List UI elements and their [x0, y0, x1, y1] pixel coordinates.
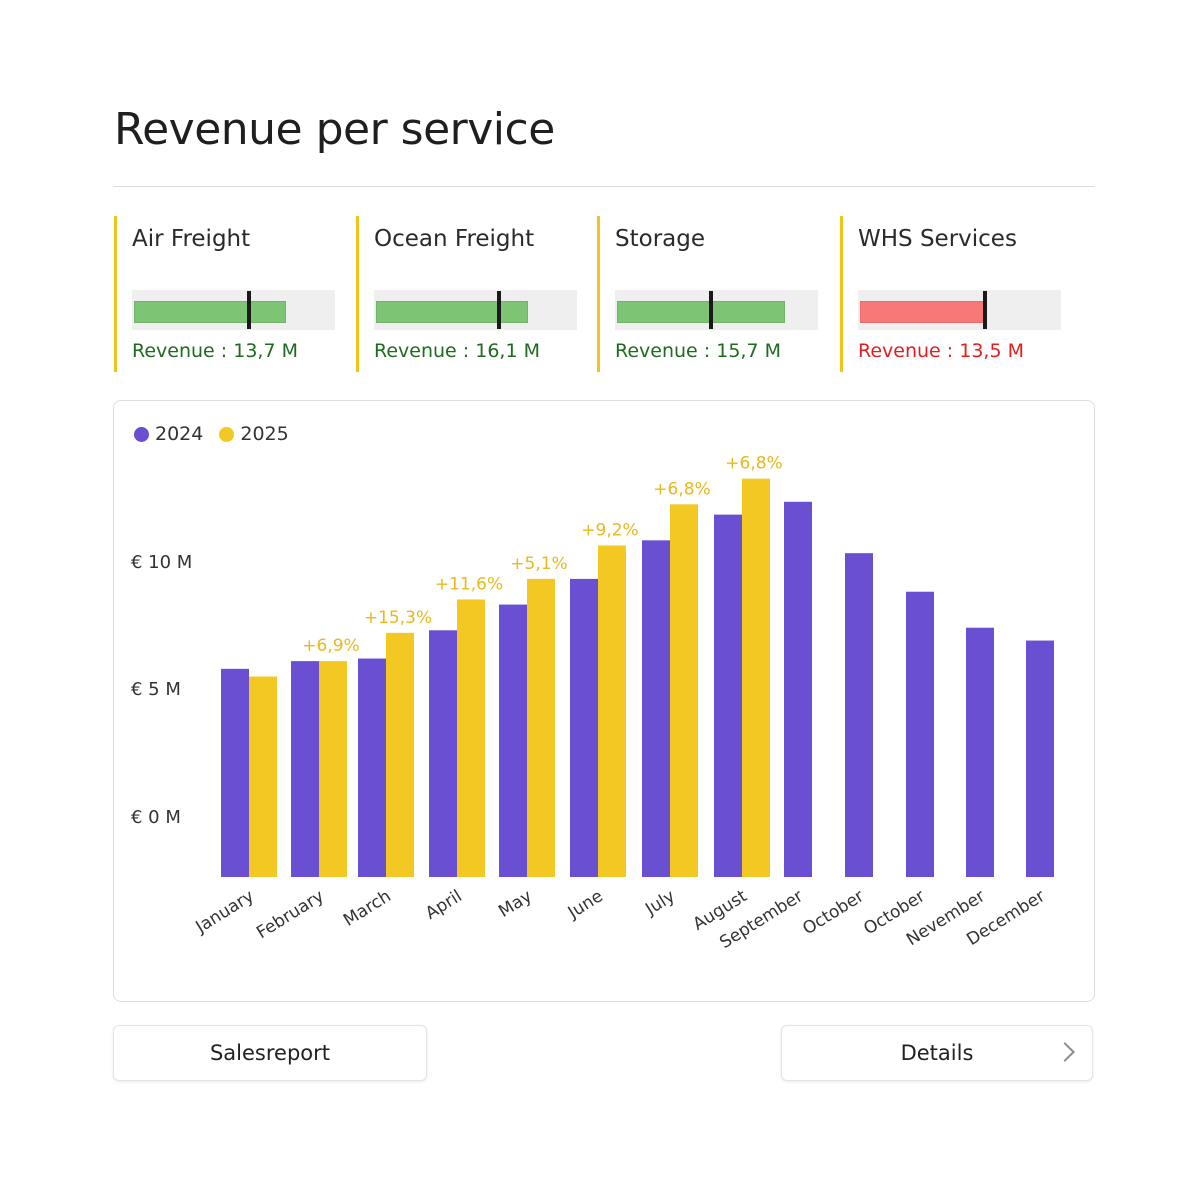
kpi-revenue-value: Revenue : 15,7 M [615, 340, 781, 362]
legend-item-2025[interactable]: 2025 [219, 423, 289, 445]
x-tick-label: January [192, 886, 258, 938]
chart-legend: 2024 2025 [134, 423, 305, 445]
growth-label: +9,2% [581, 520, 638, 540]
bar-2025[interactable] [249, 676, 277, 877]
kpi-target-marker [983, 291, 987, 329]
kpi-target-marker [497, 291, 501, 329]
x-tick-label: October [799, 886, 867, 939]
kpi-revenue-value: Revenue : 13,5 M [858, 340, 1024, 362]
growth-label: +6,9% [302, 636, 359, 656]
salesreport-button-label: Salesreport [209, 1041, 331, 1065]
legend-swatch [134, 426, 149, 442]
kpi-bullet-track [374, 290, 577, 330]
kpi-bullet-track [132, 290, 335, 330]
bar-2024[interactable] [966, 627, 994, 877]
kpi-progress-bar [376, 301, 528, 323]
kpi-name: Air Freight [132, 226, 251, 252]
kpi-revenue-value: Revenue : 16,1 M [374, 340, 540, 362]
bar-2024[interactable] [1026, 640, 1054, 877]
bar-2025[interactable] [742, 478, 770, 877]
details-button-label: Details [900, 1041, 974, 1065]
kpi-card-ocean-freight[interactable]: Ocean Freight Revenue : 16,1 M [356, 216, 585, 372]
kpi-bullet-track [858, 290, 1061, 330]
bar-2024[interactable] [221, 668, 249, 877]
bar-2025[interactable] [457, 599, 485, 877]
bar-2024[interactable] [642, 540, 670, 877]
bar-2024[interactable] [291, 661, 319, 877]
x-tick-label: April [422, 886, 466, 924]
x-tick-label: July [641, 886, 678, 920]
x-tick-label: May [495, 886, 535, 922]
bar-2024[interactable] [784, 501, 812, 877]
y-tick-label: € 0 M [131, 807, 181, 828]
kpi-card-storage[interactable]: Storage Revenue : 15,7 M [597, 216, 826, 372]
bar-2024[interactable] [845, 553, 873, 877]
growth-label: +5,1% [510, 554, 567, 574]
kpi-card-whs-services[interactable]: WHS Services Revenue : 13,5 M [840, 216, 1069, 372]
title-divider [113, 186, 1095, 187]
salesreport-button[interactable]: Salesreport [113, 1025, 427, 1081]
bar-2024[interactable] [570, 578, 598, 877]
growth-label: +6,8% [653, 479, 710, 499]
page-title: Revenue per service [114, 104, 555, 155]
growth-label: +6,8% [725, 454, 782, 474]
legend-label: 2024 [155, 423, 204, 445]
kpi-bullet-track [615, 290, 818, 330]
kpi-progress-bar [617, 301, 785, 323]
bar-2024[interactable] [906, 591, 934, 877]
growth-label: +11,6% [435, 574, 503, 594]
bar-2025[interactable] [598, 545, 626, 877]
legend-swatch [219, 426, 235, 442]
kpi-name: Storage [615, 226, 705, 252]
bar-2024[interactable] [429, 630, 457, 877]
legend-label: 2025 [240, 423, 289, 445]
bar-2025[interactable] [386, 632, 414, 877]
kpi-progress-bar [860, 301, 986, 323]
kpi-revenue-value: Revenue : 13,7 M [132, 340, 298, 362]
kpi-name: WHS Services [858, 226, 1017, 252]
kpi-target-marker [247, 291, 251, 329]
bar-2025[interactable] [670, 504, 698, 877]
bar-2025[interactable] [319, 661, 347, 877]
bar-chart: € 0 M € 5 M € 10 M January +6,9% February +15,… [131, 454, 1054, 953]
x-tick-label: June [564, 886, 607, 923]
x-tick-label: February [253, 886, 327, 943]
bar-2024[interactable] [714, 514, 742, 877]
details-button[interactable]: Details [781, 1025, 1093, 1081]
y-tick-label: € 10 M [131, 552, 192, 573]
revenue-chart-card: 2024 2025 € 0 M € 5 M € 10 M January +6,9% Fe… [113, 400, 1095, 1002]
bar-2024[interactable] [358, 658, 386, 877]
kpi-card-air-freight[interactable]: Air Freight Revenue : 13,7 M [114, 216, 343, 372]
bar-2024[interactable] [499, 604, 527, 877]
kpi-name: Ocean Freight [374, 226, 535, 252]
y-tick-label: € 5 M [131, 679, 181, 700]
kpi-target-marker [709, 291, 713, 329]
legend-item-2024[interactable]: 2024 [134, 423, 203, 445]
x-tick-label: March [340, 886, 395, 930]
kpi-progress-bar [134, 301, 286, 323]
growth-label: +15,3% [364, 608, 432, 628]
bar-2025[interactable] [527, 578, 555, 877]
